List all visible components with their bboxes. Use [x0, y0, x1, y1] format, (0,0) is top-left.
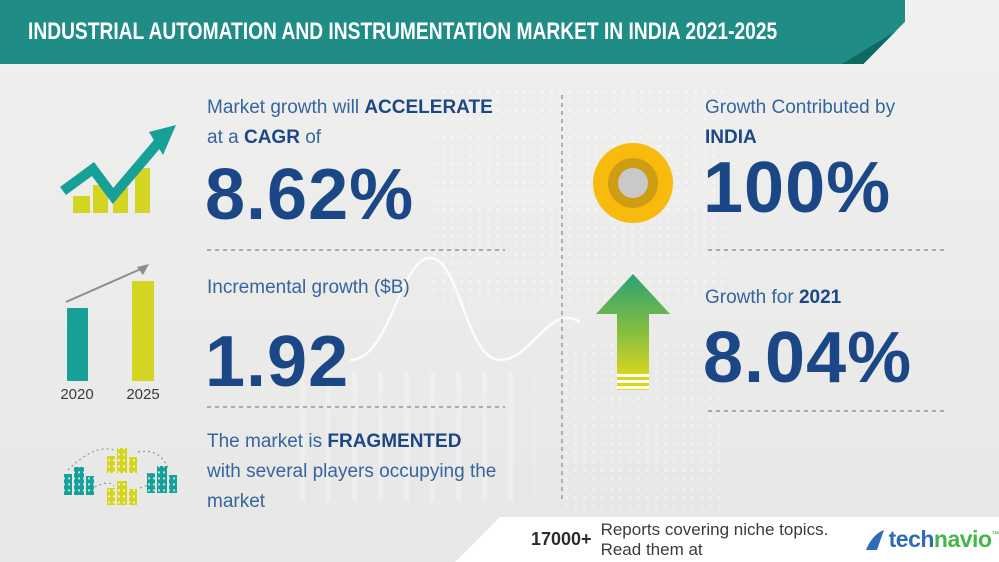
- footer-bar: 17000+ Reports covering niche topics. Re…: [455, 517, 999, 562]
- cagr-text: Market growth will: [207, 97, 365, 118]
- growth-2021-year: 2021: [798, 287, 842, 308]
- technavio-arrow-icon: [865, 529, 884, 550]
- cagr-caption-line2: at a CAGR of: [207, 123, 493, 153]
- technavio-wordmark: technavio™: [889, 528, 999, 551]
- cagr-value: 8.62%: [205, 155, 415, 235]
- header-banner: INDUSTRIAL AUTOMATION AND INSTRUMENTATIO…: [0, 0, 905, 64]
- contribution-donut-icon: [593, 143, 673, 223]
- logo-navio-text: navio: [933, 526, 992, 552]
- fragmented-market-icon: [64, 448, 177, 505]
- growth-up-arrow-icon: [596, 274, 670, 390]
- incremental-growth-value: 1.92: [205, 322, 350, 402]
- incremental-bar-chart-icon: 2020 2025: [60, 264, 160, 403]
- fragmented-text2: with several players occupying the marke…: [207, 461, 497, 512]
- separator-line: [708, 249, 946, 251]
- cagr-term: CAGR: [243, 127, 300, 148]
- bar-year-left-label: 2020: [60, 386, 93, 403]
- cagr-caption-line1: Market growth will ACCELERATE: [207, 93, 493, 123]
- separator-line: [207, 249, 505, 251]
- technavio-logo: technavio™: [864, 528, 999, 552]
- logo-tech-text: tech: [888, 526, 935, 552]
- reports-count: 17000+: [531, 529, 592, 549]
- column-divider: [561, 95, 563, 503]
- fragmented-keyword: FRAGMENTED: [327, 431, 462, 452]
- cagr-accelerate-text: ACCELERATE: [364, 97, 493, 118]
- growth-2021-value: 8.04%: [703, 318, 913, 398]
- growth-trend-icon: [60, 125, 176, 213]
- incremental-growth-label: Incremental growth ($B): [207, 277, 410, 298]
- background-curve-watermark: [350, 256, 580, 362]
- growth-2021-caption: Growth for 2021: [705, 283, 841, 313]
- contribution-caption: Growth Contributed by INDIA: [705, 93, 895, 153]
- contribution-country: INDIA: [705, 127, 757, 148]
- separator-line: [207, 406, 505, 408]
- separator-line: [708, 410, 946, 412]
- contribution-text: Growth Contributed by: [705, 97, 896, 118]
- logo-trademark: ™: [991, 530, 999, 539]
- contribution-value: 100%: [703, 148, 892, 228]
- cagr-text3: of: [299, 127, 322, 148]
- cagr-caption: Market growth will ACCELERATE at a CAGR …: [207, 93, 493, 153]
- growth-2021-text: Growth for: [705, 287, 799, 308]
- fragmented-text: The market is: [207, 431, 328, 452]
- page-title: INDUSTRIAL AUTOMATION AND INSTRUMENTATIO…: [28, 18, 778, 45]
- cagr-text2: at a: [207, 127, 244, 148]
- fragmented-caption: The market is FRAGMENTED with several pl…: [207, 427, 542, 517]
- bar-year-right-label: 2025: [126, 386, 159, 403]
- footer-message: Reports covering niche topics. Read them…: [600, 519, 829, 559]
